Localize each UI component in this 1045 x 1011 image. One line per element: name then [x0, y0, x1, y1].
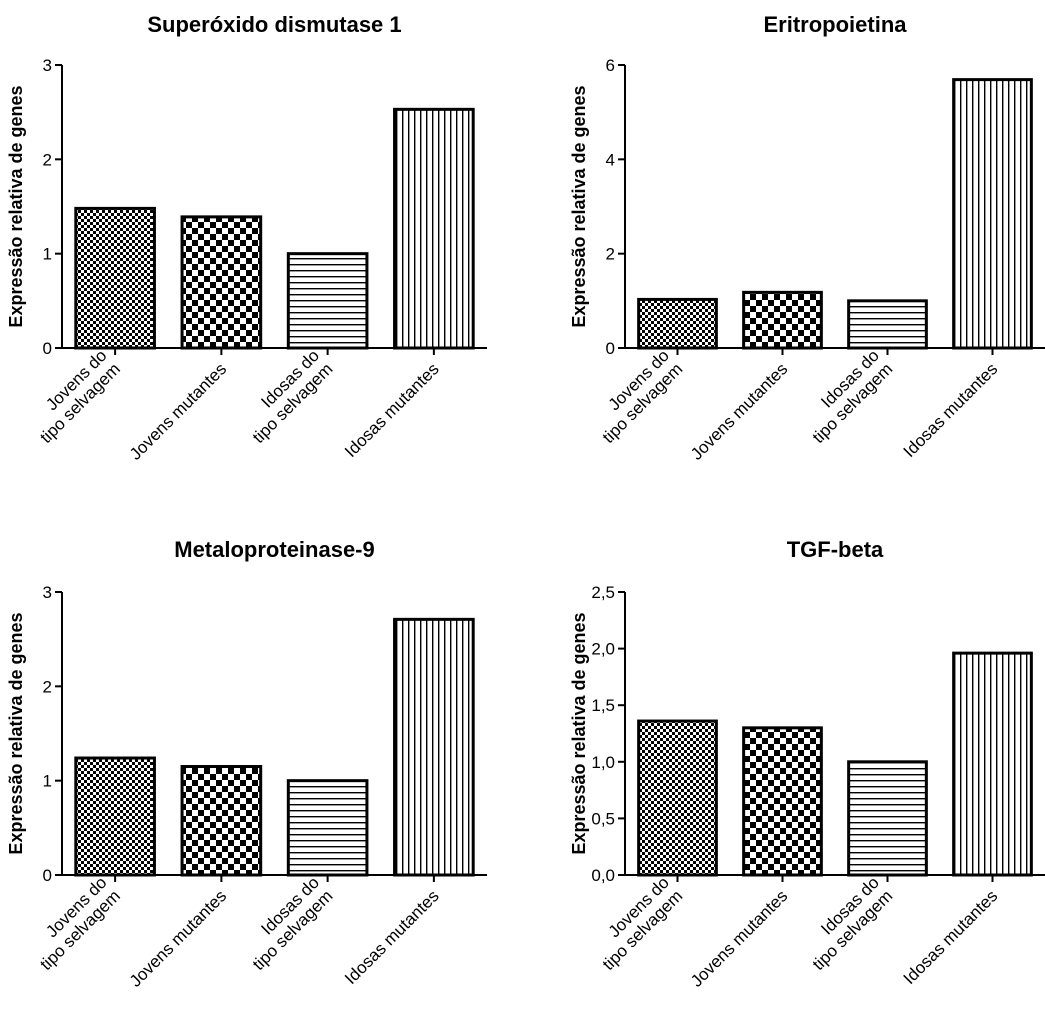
bar-3 — [286, 252, 369, 350]
x-tick-label-line: Idosas mutantes — [900, 886, 1002, 988]
bar-3 — [847, 760, 928, 877]
x-tick-label-line: Jovens mutantes — [687, 886, 791, 990]
bar-4 — [393, 617, 475, 877]
x-tick-label: Jovens mutantes — [126, 359, 230, 463]
y-axis-label: Expressão relativa de genes — [569, 612, 589, 854]
y-axis-label: Expressão relativa de genes — [6, 612, 26, 854]
y-tick-label: 1,0 — [591, 753, 615, 772]
x-tick-label: Idosas mutantes — [900, 359, 1002, 461]
x-tick-label: Idosas dotipo selvagem — [235, 346, 336, 447]
bar-4 — [952, 78, 1033, 350]
y-tick-label: 1 — [43, 245, 52, 264]
x-tick-label-line: Idosas mutantes — [900, 359, 1002, 461]
chart-panel-1: Superóxido dismutase 1 Expressão relativa… — [6, 12, 487, 464]
chart-title: Metaloproteinase-9 — [174, 537, 375, 562]
x-tick-label-line: Idosas mutantes — [341, 886, 443, 988]
y-tick-label: 0 — [606, 339, 615, 358]
y-tick-label: 4 — [606, 150, 615, 169]
y-tick-label: 3 — [43, 583, 52, 602]
bar-2 — [742, 290, 823, 350]
x-tick-label: Jovens dotipo selvagem — [585, 873, 686, 974]
bar-2 — [742, 726, 823, 877]
chart-panel-2: Eritropoietina Expressão relativa de gene… — [569, 12, 1045, 464]
x-tick-label: Idosas mutantes — [900, 886, 1002, 988]
bar-1 — [74, 756, 156, 877]
x-tick-label: Jovens mutantes — [687, 359, 791, 463]
bar-2 — [180, 765, 263, 877]
y-tick-label: 0 — [43, 339, 52, 358]
y-tick-label: 2,0 — [591, 640, 615, 659]
chart-title: TGF-beta — [787, 537, 884, 562]
bar-3 — [847, 299, 928, 350]
x-tick-label-line: Jovens mutantes — [126, 886, 230, 990]
x-tick-label: Idosas mutantes — [341, 886, 443, 988]
x-tick-label-line: Jovens mutantes — [687, 359, 791, 463]
x-tick-label: Jovens mutantes — [126, 886, 230, 990]
y-axis-label: Expressão relativa de genes — [6, 85, 26, 327]
y-tick-label: 2,5 — [591, 583, 615, 602]
x-tick-label: Jovens dotipo selvagem — [23, 346, 124, 447]
bar-1 — [637, 719, 718, 877]
y-tick-label: 0,5 — [591, 809, 615, 828]
x-tick-label: Idosas mutantes — [341, 359, 443, 461]
y-tick-label: 3 — [43, 56, 52, 75]
y-axis-label: Expressão relativa de genes — [569, 85, 589, 327]
x-tick-label: Jovens mutantes — [687, 886, 791, 990]
x-tick-label: Jovens dotipo selvagem — [23, 873, 124, 974]
bar-4 — [393, 107, 475, 350]
y-tick-label: 1,5 — [591, 696, 615, 715]
x-tick-label-line: Jovens mutantes — [126, 359, 230, 463]
chart-title: Superóxido dismutase 1 — [147, 12, 401, 37]
y-tick-label: 1 — [43, 772, 52, 791]
y-tick-label: 0 — [43, 866, 52, 885]
bar-4 — [952, 651, 1033, 877]
x-tick-label: Idosas dotipo selvagem — [235, 873, 336, 974]
y-tick-label: 2 — [43, 150, 52, 169]
chart-title: Eritropoietina — [763, 12, 907, 37]
y-tick-label: 2 — [43, 677, 52, 696]
chart-panel-3: Metaloproteinase-9 Expressão relativa de … — [6, 537, 487, 991]
y-tick-label: 2 — [606, 245, 615, 264]
y-tick-label: 0,0 — [591, 866, 615, 885]
bar-1 — [637, 297, 718, 350]
bar-3 — [286, 779, 369, 877]
y-tick-label: 6 — [606, 56, 615, 75]
x-tick-label: Jovens dotipo selvagem — [585, 346, 686, 447]
bar-2 — [180, 215, 263, 350]
x-tick-label-line: Idosas mutantes — [341, 359, 443, 461]
x-tick-label: Idosas dotipo selvagem — [795, 873, 896, 974]
bar-1 — [74, 206, 156, 350]
x-tick-label: Idosas dotipo selvagem — [795, 346, 896, 447]
